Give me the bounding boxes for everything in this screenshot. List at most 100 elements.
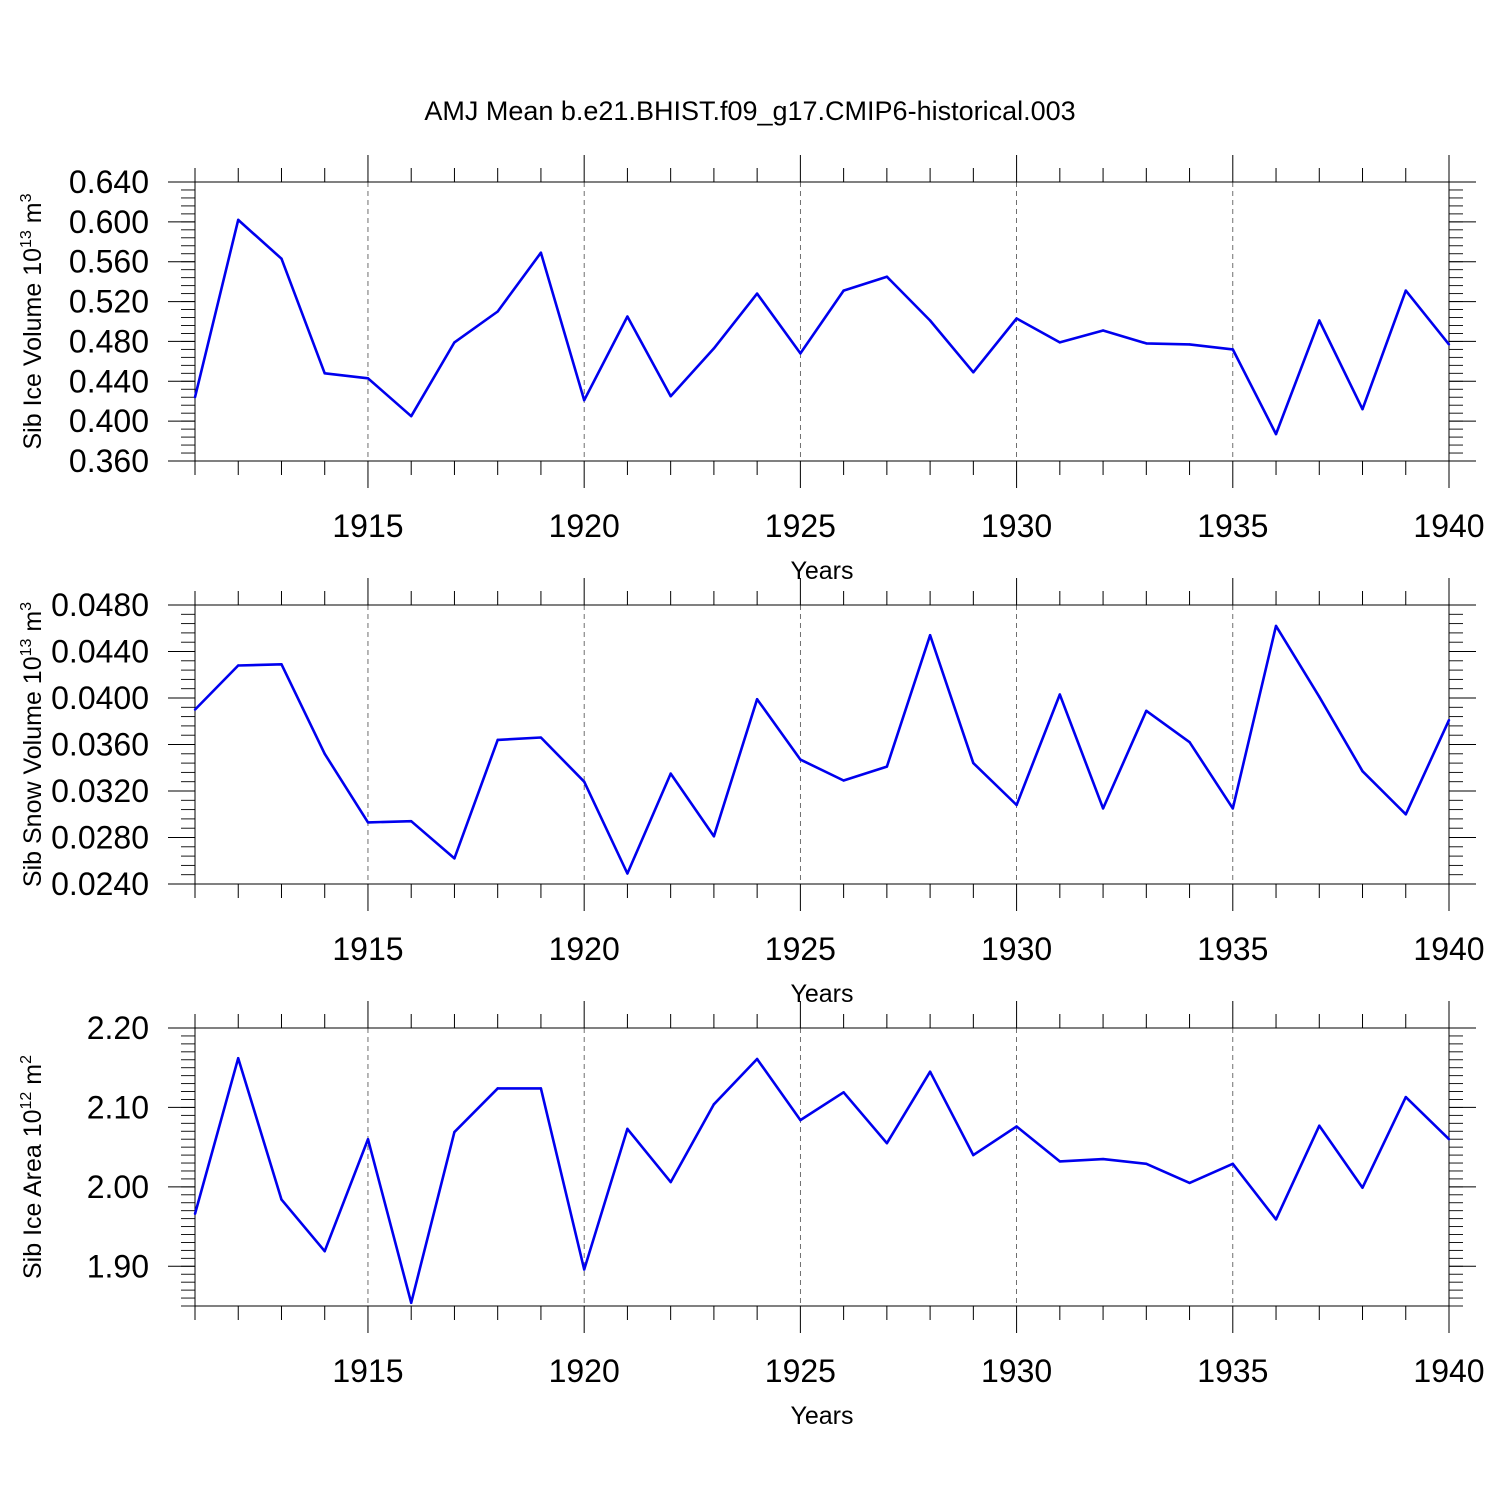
y-axis-label: Sib Ice Volume 1013 m3 (18, 193, 47, 449)
plot-frame (194, 1027, 1450, 1307)
x-tick-label: 1930 (981, 931, 1052, 967)
data-point (582, 780, 586, 783)
y-tick-label: 2.20 (87, 1010, 149, 1046)
data-point (1274, 1218, 1278, 1221)
data-point (1188, 343, 1191, 346)
data-point (885, 275, 889, 278)
x-tick-label: 1920 (549, 931, 620, 967)
x-tick-label: 1915 (332, 1353, 403, 1389)
x-tick-label: 1925 (765, 1353, 836, 1389)
y-tick-label: 2.10 (87, 1089, 149, 1125)
y-tick-label: 0.480 (69, 323, 149, 359)
data-point (1101, 1157, 1105, 1161)
x-tick-label: 1935 (1197, 931, 1268, 967)
data-point (799, 352, 802, 355)
data-point (928, 319, 932, 322)
y-tick-label: 0.560 (69, 244, 149, 280)
data-point (539, 736, 543, 739)
y-tick-label: 0.0280 (51, 820, 149, 856)
data-point (755, 292, 759, 295)
data-point (1231, 348, 1234, 351)
x-tick-label: 1915 (332, 931, 403, 967)
plot-frame (194, 181, 1450, 462)
y-tick-label: 0.0360 (51, 727, 149, 763)
data-point (410, 1301, 413, 1305)
data-point (1404, 813, 1407, 816)
data-point (1447, 1138, 1451, 1141)
data-point (280, 257, 283, 260)
data-point (1447, 343, 1451, 346)
x-tick-label: 1915 (332, 508, 403, 544)
data-point (1447, 718, 1451, 722)
data-point (1188, 1181, 1191, 1185)
data-point (626, 315, 629, 318)
x-tick-label: 1940 (1413, 931, 1484, 967)
data-point (323, 752, 326, 755)
data-point (755, 697, 759, 701)
data-point (626, 1127, 629, 1131)
chart-panel-1: 1915 1920 1925 1930 1935 1940 Years 0.360 0.400 0… (18, 155, 1485, 585)
data-point (453, 341, 456, 344)
data-point (1231, 807, 1234, 810)
data-point (1101, 807, 1105, 810)
data-point (842, 779, 845, 782)
y-tick-label: 0.0240 (51, 866, 149, 902)
data-point (193, 708, 197, 711)
data-point (799, 1118, 802, 1122)
data-point (1058, 1160, 1062, 1163)
series-line (193, 1056, 1450, 1305)
data-point (1404, 289, 1407, 292)
data-point (1231, 1162, 1234, 1166)
y-tick-label: 2.00 (87, 1169, 149, 1205)
chart-title: AMJ Mean b.e21.BHIST.f09_g17.CMIP6-histo… (424, 96, 1075, 126)
data-point (453, 857, 456, 860)
data-point (1274, 624, 1278, 628)
data-point (453, 1130, 456, 1134)
data-point (193, 396, 197, 399)
data-point (1318, 695, 1321, 699)
data-point (1188, 740, 1191, 744)
data-point (1058, 693, 1062, 696)
x-axis-label: Years (790, 1402, 853, 1430)
y-tick-label: 0.0480 (51, 587, 149, 623)
data-point (1101, 329, 1105, 332)
data-point (1361, 1186, 1364, 1189)
y-tick-label: 0.360 (69, 443, 149, 479)
y-axis-label: Sib Ice Area 1012 m2 (18, 1055, 47, 1279)
data-point (842, 1091, 845, 1094)
data-point (1058, 341, 1062, 344)
x-tick-label: 1925 (765, 931, 836, 967)
y-tick-label: 0.640 (69, 164, 149, 200)
data-point (1274, 432, 1278, 436)
y-tick-label: 0.0320 (51, 773, 149, 809)
plot-frame (194, 604, 1450, 885)
data-point (928, 1070, 932, 1073)
x-axis-label: Years (790, 980, 853, 1008)
x-tick-label: 1930 (981, 1353, 1052, 1389)
data-point (582, 1268, 586, 1271)
data-point (1318, 319, 1321, 322)
data-point (669, 772, 672, 775)
chart-panel-2: 1915 1920 1925 1930 1935 1940 Years 0.0240 0.028… (18, 578, 1485, 1008)
data-point (972, 761, 975, 765)
data-point (712, 347, 716, 350)
y-tick-label: 0.600 (69, 204, 149, 240)
data-point (669, 1180, 672, 1184)
y-tick-label: 0.400 (69, 403, 149, 439)
data-point (280, 1198, 283, 1201)
x-tick-label: 1940 (1413, 508, 1484, 544)
data-point (410, 820, 413, 823)
x-tick-label: 1935 (1197, 1353, 1268, 1389)
data-point (755, 1057, 759, 1061)
data-point (1015, 1125, 1018, 1128)
data-point (712, 835, 716, 838)
data-point (366, 821, 370, 824)
data-point (799, 758, 802, 761)
x-tick-label: 1935 (1197, 508, 1268, 544)
y-tick-label: 1.90 (87, 1248, 149, 1284)
x-tick-label: 1920 (549, 508, 620, 544)
data-point (842, 289, 845, 292)
y-axis-label: Sib Snow Volume 1013 m3 (18, 602, 47, 887)
x-tick-label: 1920 (549, 1353, 620, 1389)
x-tick-label: 1930 (981, 508, 1052, 544)
